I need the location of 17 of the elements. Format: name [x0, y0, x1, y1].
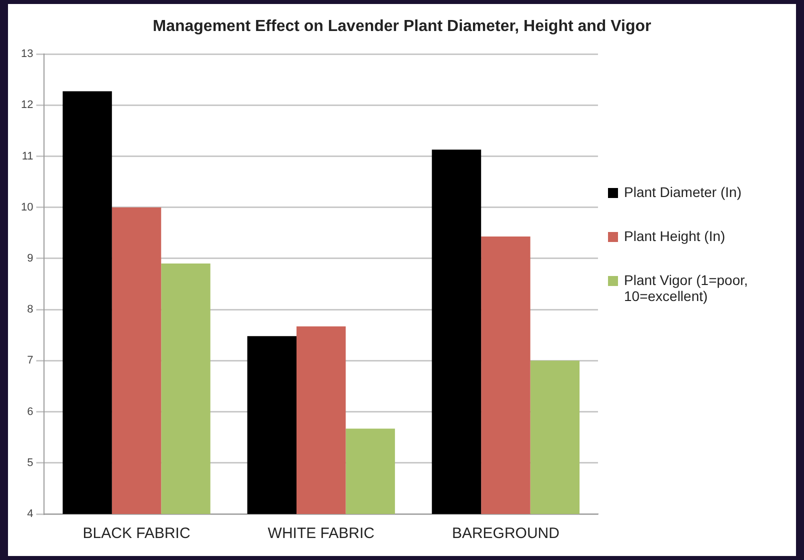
- chart-title: Management Effect on Lavender Plant Diameter, Height and Vigor: [152, 18, 652, 36]
- legend-label: Plant Diameter (In): [624, 184, 742, 200]
- y-tick-label: 12: [20, 99, 34, 112]
- y-tick-label: 6: [27, 406, 34, 418]
- y-tick-label: 8: [27, 304, 34, 316]
- legend-label: Plant Height (In): [624, 228, 726, 244]
- y-tick-label: 13: [20, 48, 34, 60]
- y-tick-label: 4: [27, 508, 34, 520]
- x-tick-label: BLACK FABRIC: [82, 525, 190, 542]
- x-tick-label: BAREGROUND: [452, 525, 560, 542]
- y-tick-label: 11: [22, 150, 34, 162]
- legend-label: Plant Vigor (1=poor, 10=excellent): [624, 272, 749, 304]
- y-tick-label: 10: [20, 201, 34, 214]
- x-tick-label: WHITE FABRIC: [268, 525, 375, 542]
- y-tick-label: 5: [27, 456, 34, 469]
- y-tick-label: 7: [27, 354, 34, 367]
- y-tick-label: 9: [27, 252, 34, 264]
